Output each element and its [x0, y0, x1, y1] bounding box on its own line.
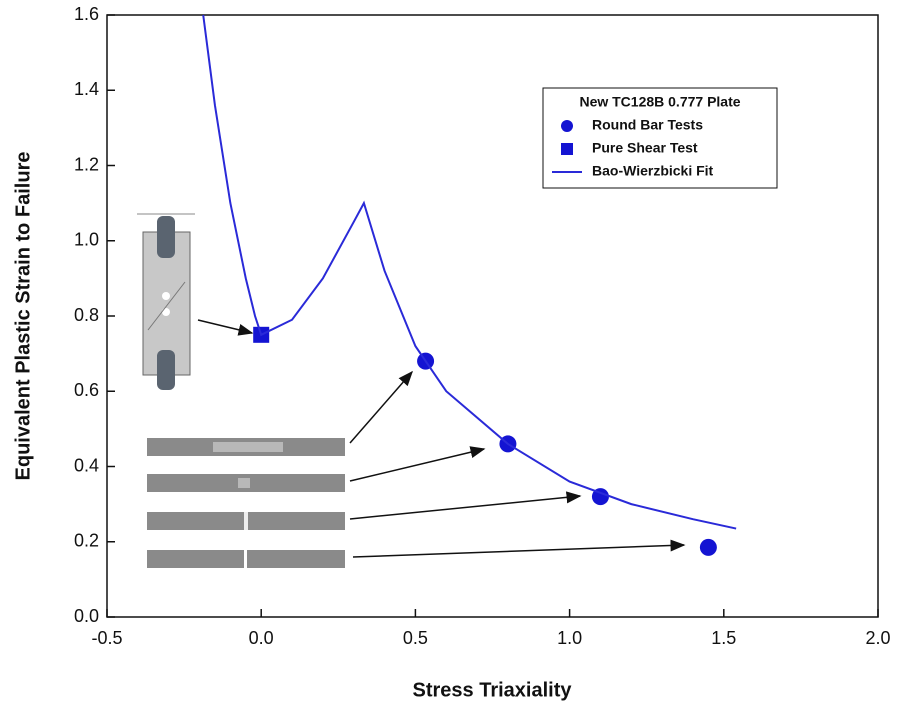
y-axis-title: Equivalent Plastic Strain to Failure — [12, 152, 34, 481]
y-tick-label: 1.2 — [74, 154, 99, 174]
x-tick-label: 1.5 — [711, 628, 736, 648]
y-tick-label: 0.8 — [74, 305, 99, 325]
y-tick-label: 0.4 — [74, 455, 99, 475]
x-tick-label: 1.0 — [557, 628, 582, 648]
y-tick-label: 1.0 — [74, 230, 99, 250]
y-tick-label: 1.4 — [74, 79, 99, 99]
legend-swatch — [561, 120, 573, 132]
x-tick-label: 2.0 — [865, 628, 890, 648]
x-tick-label: 0.0 — [249, 628, 274, 648]
data-point — [591, 488, 609, 506]
legend-label: Pure Shear Test — [592, 140, 698, 156]
fit-line — [202, 14, 737, 530]
x-axis-title: Stress Triaxiality — [413, 679, 573, 701]
data-point — [699, 538, 717, 556]
legend-title: New TC128B 0.777 Plate — [579, 94, 740, 110]
legend-label: Bao-Wierzbicki Fit — [592, 163, 714, 179]
legend-label: Round Bar Tests — [592, 117, 703, 133]
x-tick-label: 0.5 — [403, 628, 428, 648]
y-tick-label: 1.6 — [74, 4, 99, 24]
y-tick-label: 0.2 — [74, 531, 99, 551]
y-tick-label: 0.0 — [74, 606, 99, 626]
y-tick-label: 0.6 — [74, 380, 99, 400]
specimen-illustrations — [137, 213, 686, 568]
x-tick-label: -0.5 — [91, 628, 122, 648]
legend-swatch — [561, 143, 573, 155]
